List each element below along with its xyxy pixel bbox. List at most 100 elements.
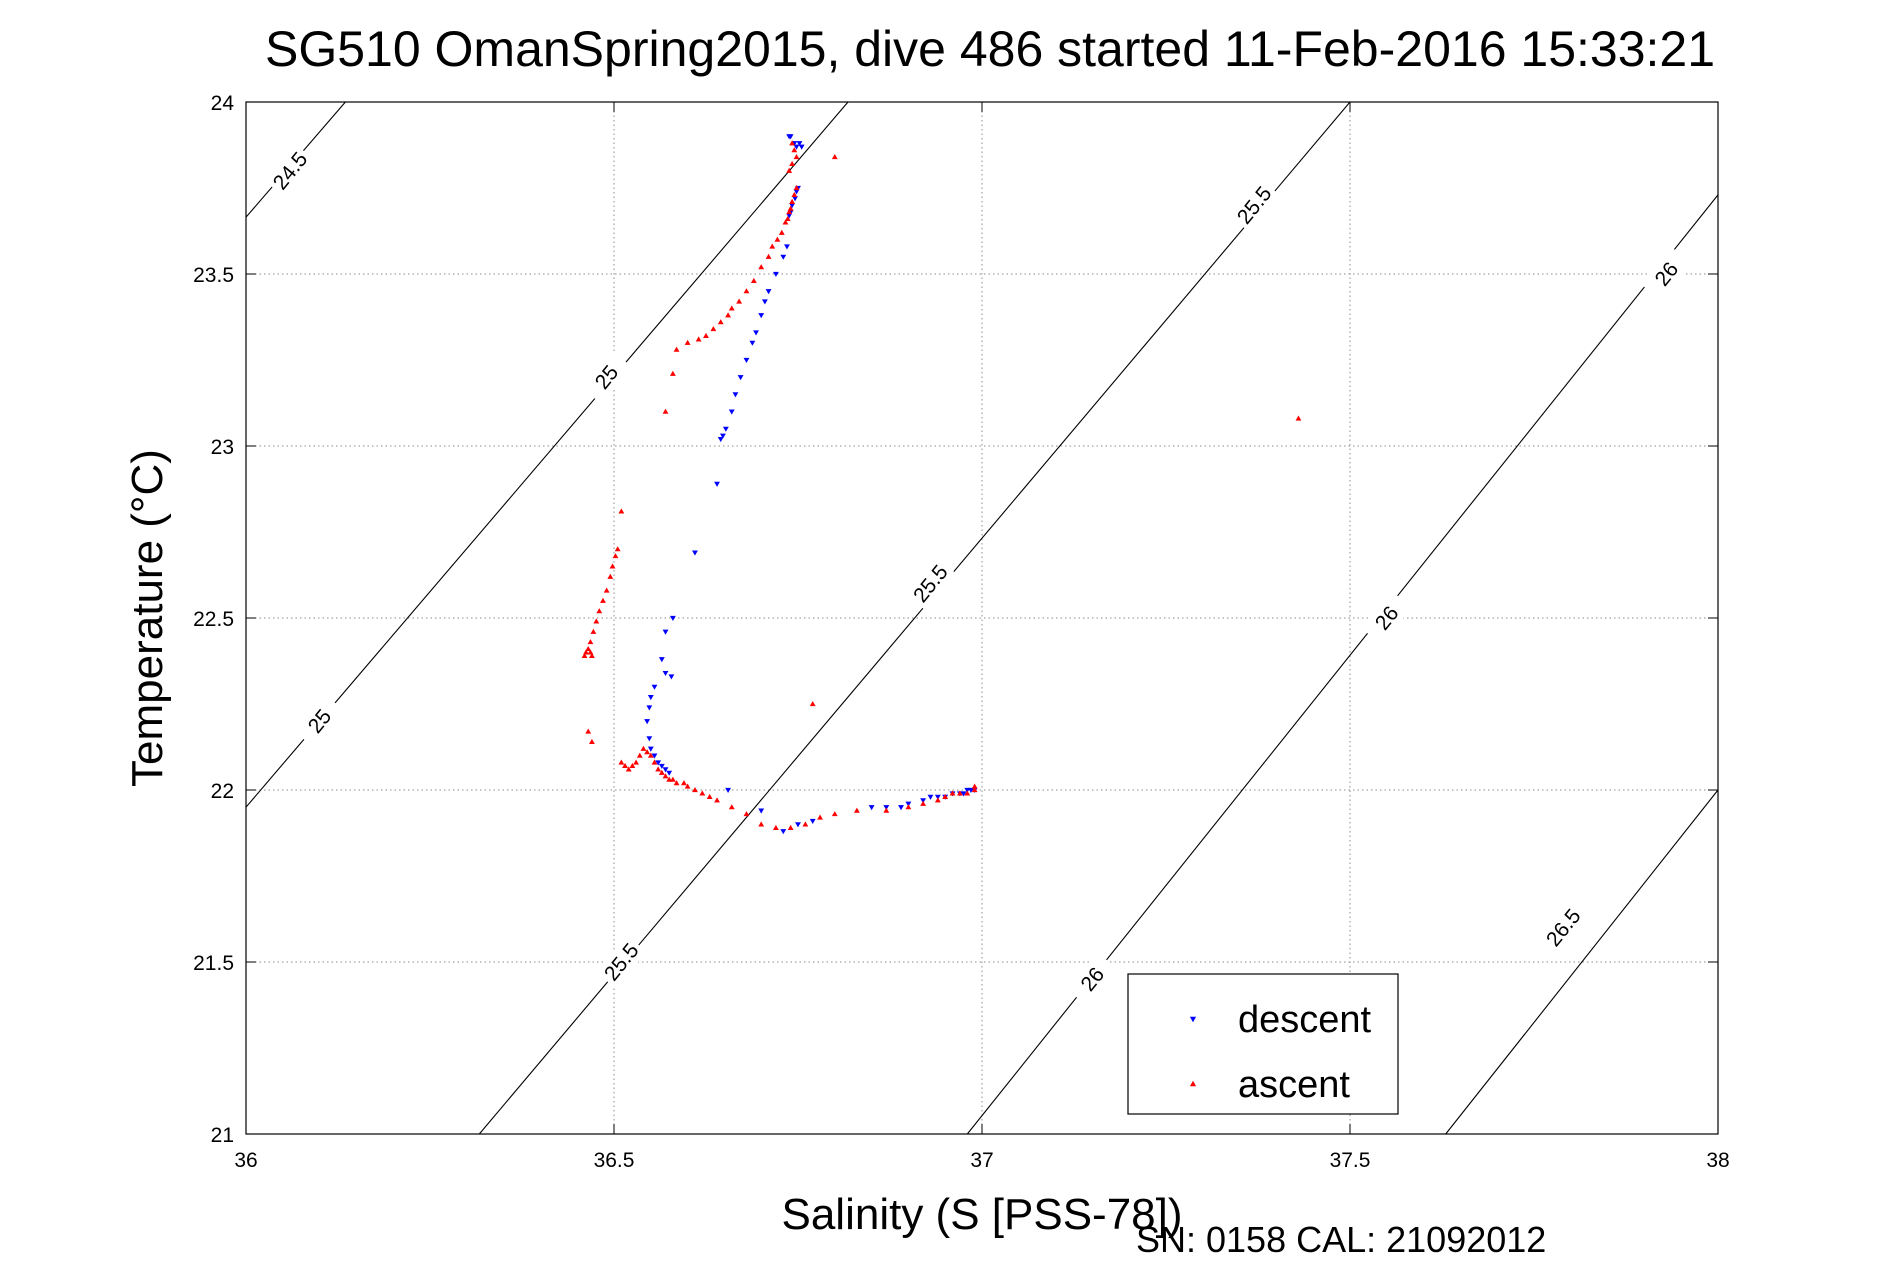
y-tick-label: 22 — [211, 780, 234, 803]
ascent-point — [769, 243, 776, 249]
descent-point — [666, 770, 673, 776]
legend: descent ascent — [1127, 973, 1399, 1115]
descent-point — [780, 254, 787, 260]
legend-marker-descent — [1189, 1016, 1197, 1023]
ascent-point — [765, 253, 772, 259]
ascent-point — [789, 160, 796, 167]
ascent-point — [587, 649, 594, 655]
ascent-point — [736, 298, 743, 304]
descent-point — [809, 818, 816, 824]
descent-point — [655, 760, 662, 766]
ascent-point — [662, 408, 669, 414]
ascent-point — [695, 336, 702, 342]
descent-point — [714, 481, 720, 487]
descent-point — [662, 629, 669, 635]
y-tick-label: 23 — [211, 436, 234, 459]
descent-point — [725, 787, 731, 794]
descent-point — [658, 657, 665, 663]
contour-label-background — [1361, 591, 1413, 645]
density-contour-line — [245, 101, 849, 808]
ascent-point — [934, 797, 941, 803]
legend-box — [1127, 973, 1399, 1115]
chart-title: SG510 OmanSpring2015, dive 486 started 1… — [265, 21, 1715, 77]
ascent-point — [583, 649, 589, 655]
ascent-point — [706, 793, 713, 799]
ascent-point — [949, 790, 956, 796]
axis-ticks: 36 36.5 37 37.5 38 21 21.5 22 22.5 23 23.5 24 — [193, 92, 1730, 1172]
ascent-point — [831, 154, 838, 160]
ascent-point — [786, 167, 793, 173]
ascent-point — [655, 766, 662, 772]
ascent-point — [607, 573, 614, 579]
y-tick-label: 22.5 — [193, 608, 234, 631]
ascent-point — [725, 312, 731, 318]
contour-label-background — [264, 143, 316, 198]
descent-point — [773, 271, 779, 278]
ascent-point — [714, 797, 720, 803]
descent-point — [749, 340, 756, 346]
ascent-point — [625, 766, 632, 772]
descent-point — [662, 670, 669, 677]
ascent-point — [971, 783, 978, 789]
ascent-point — [743, 288, 750, 294]
descent-point — [795, 822, 801, 828]
ascent-point — [684, 783, 691, 789]
ascent-point — [585, 645, 592, 652]
ascent-point — [658, 769, 665, 775]
ascent-point — [789, 198, 796, 204]
descent-point — [868, 805, 875, 811]
ascent-point — [587, 639, 594, 645]
ascent-point — [883, 807, 890, 813]
y-axis-label: Temperature (°C) — [123, 449, 172, 787]
descent-point — [720, 433, 726, 439]
ascent-point — [669, 776, 676, 782]
descent-point — [728, 409, 735, 415]
ascent-point — [787, 824, 794, 830]
descent-point — [644, 719, 651, 725]
ascent-point — [750, 277, 757, 283]
ascent-point — [787, 205, 794, 211]
ascent-point — [905, 804, 912, 810]
ascent-point — [692, 786, 698, 793]
ascent-point — [673, 346, 680, 352]
ascent-point — [618, 508, 625, 514]
ascent-point — [782, 219, 789, 225]
descent-point — [692, 550, 698, 556]
legend-label-descent: descent — [1238, 999, 1372, 1041]
ascent-point — [647, 752, 654, 758]
descent-point — [717, 437, 724, 443]
ascent-point — [793, 184, 800, 191]
ascent-point — [789, 140, 796, 146]
descent-point — [662, 767, 669, 773]
descent-point — [784, 244, 790, 250]
ascent-point — [1295, 415, 1302, 421]
ascent-point — [791, 191, 798, 197]
descent-point — [651, 684, 658, 690]
ascent-point — [793, 154, 800, 160]
ascent-point — [743, 811, 750, 817]
ascent-point — [964, 790, 971, 796]
descent-point — [960, 791, 967, 797]
ascent-point — [589, 738, 595, 744]
ascent-point — [791, 147, 798, 153]
ascent-point — [596, 608, 603, 614]
y-tick-label: 23.5 — [193, 264, 234, 287]
ascent-point — [817, 814, 823, 820]
descent-point — [787, 134, 794, 140]
density-contour-line — [1445, 789, 1719, 1135]
ascent-point — [802, 821, 809, 827]
ascent-point — [703, 332, 709, 339]
descent-point — [968, 787, 974, 794]
descent-point — [780, 829, 787, 835]
ascent-point — [669, 370, 676, 376]
ascent-point — [614, 546, 621, 552]
descent-point — [758, 808, 765, 814]
descent-point — [934, 794, 941, 800]
x-tick-label: 37.5 — [1330, 1149, 1371, 1172]
x-tick-label: 37 — [970, 1149, 993, 1172]
ascent-point — [673, 780, 680, 786]
ascent-point — [773, 824, 779, 830]
ascent-point — [809, 700, 816, 707]
ascent-point — [640, 745, 647, 751]
data-points — [581, 134, 1302, 835]
